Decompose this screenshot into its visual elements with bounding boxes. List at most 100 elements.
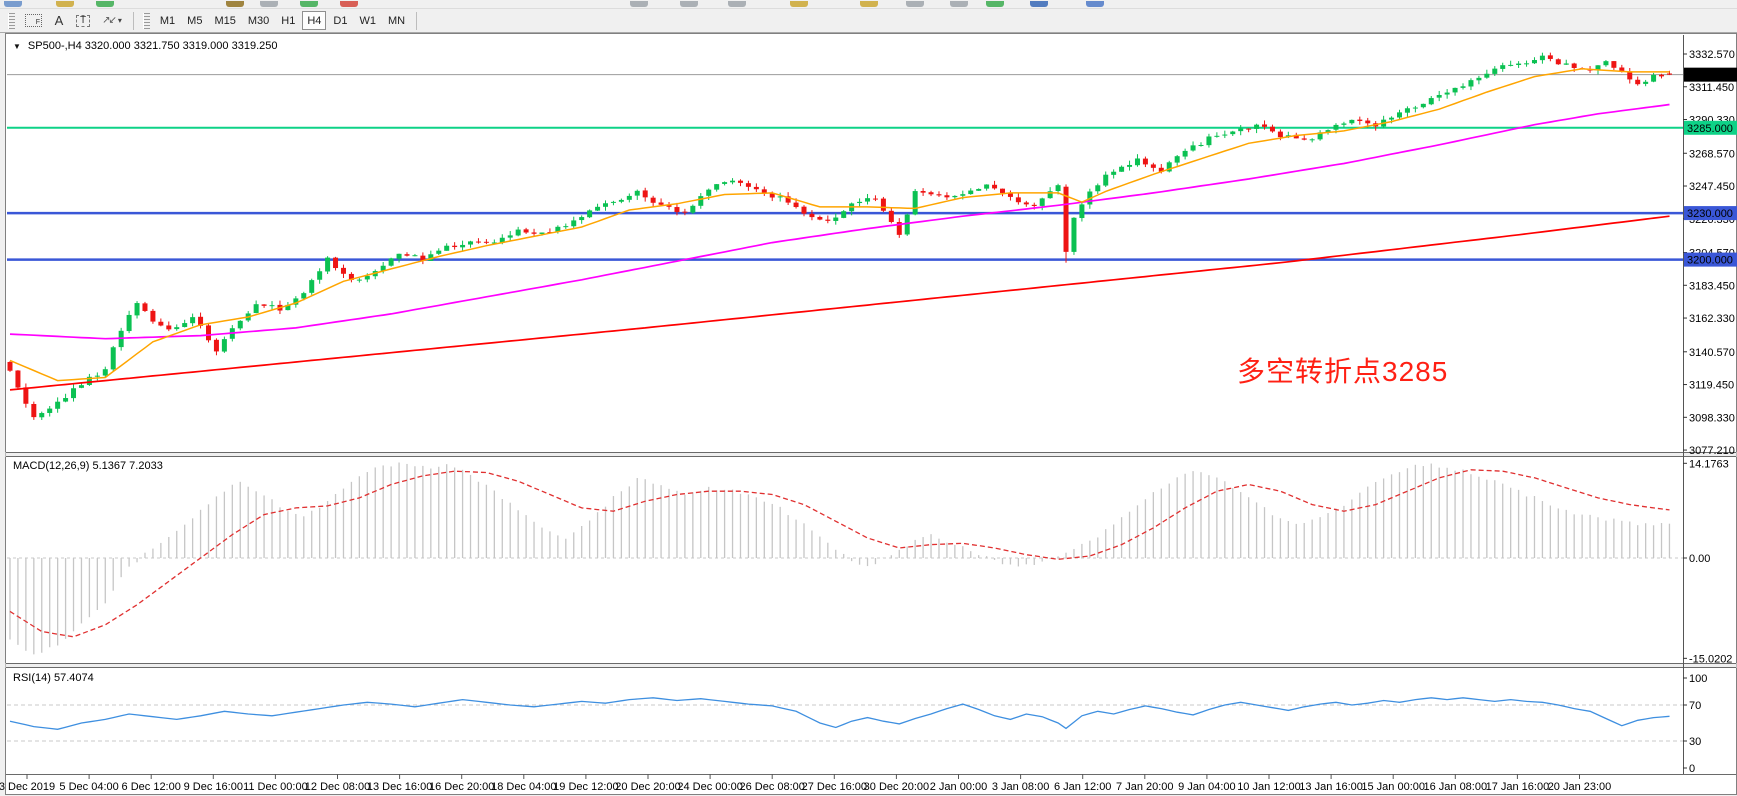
time-tick-label: 6 Jan 12:00 xyxy=(1054,781,1112,793)
price-tick-label: 3332.570 xyxy=(1689,49,1735,61)
text-label-tool-button[interactable]: A xyxy=(49,11,69,30)
collapse-chart-icon[interactable]: ▼ xyxy=(13,41,21,51)
price-badge-3200.000 xyxy=(1684,252,1737,267)
time-tick-label: 12 Dec 08:00 xyxy=(305,781,370,793)
time-tick-label: 27 Dec 16:00 xyxy=(802,781,867,793)
toolbar-separator xyxy=(416,11,418,30)
arrow-objects-icon: ↗↙ xyxy=(102,14,117,26)
time-tick-label: 13 Dec 16:00 xyxy=(367,781,432,793)
clipped-toolbar-icon[interactable] xyxy=(906,1,924,7)
time-tick-label: 24 Dec 00:00 xyxy=(677,781,742,793)
ma-mid-magenta xyxy=(9,103,1670,340)
macd-indicator-label: MACD(12,26,9) 5.1367 7.2033 xyxy=(13,460,163,472)
tf-button-H1[interactable]: H1 xyxy=(281,14,296,27)
time-tick-label: 16 Dec 20:00 xyxy=(429,781,494,793)
text-box-icon: T xyxy=(76,14,91,27)
macd-histogram xyxy=(9,462,1671,655)
time-tick-label: 18 Dec 04:00 xyxy=(491,781,556,793)
clipped-toolbar-icon[interactable] xyxy=(260,1,278,7)
price-tick-label: 3311.450 xyxy=(1689,82,1734,94)
timeframe-button-group: M1 M5 M15 M30 H1 H4 D1 W1 MN xyxy=(154,11,411,30)
price-tick-label: 3098.330 xyxy=(1689,412,1735,424)
price-badge-3200.000-text: 3200.000 xyxy=(1687,255,1733,267)
time-tick-label: 3 Dec 2019 xyxy=(0,781,55,793)
time-tick-label: 9 Jan 04:00 xyxy=(1178,781,1236,793)
time-tick-label: 10 Jan 12:00 xyxy=(1237,781,1301,793)
price-tick-label: 3077.210 xyxy=(1689,445,1735,457)
current-price-badge xyxy=(1684,67,1737,82)
clipped-toolbar-icon[interactable] xyxy=(96,1,114,7)
clipped-toolbar-icon[interactable] xyxy=(986,1,1004,7)
time-tick-label: 26 Dec 08:00 xyxy=(739,781,804,793)
price-tick-label: 3183.450 xyxy=(1689,280,1735,292)
price-tick-label: 3268.570 xyxy=(1689,148,1735,160)
time-tick-label: 5 Dec 04:00 xyxy=(59,781,118,793)
tf-button-M1[interactable]: M1 xyxy=(159,14,176,27)
time-tick-label: 16 Jan 08:00 xyxy=(1423,781,1487,793)
tf-button-D1[interactable]: D1 xyxy=(333,14,348,27)
clipped-toolbar-icon[interactable] xyxy=(1030,1,1048,7)
toolbar-separator xyxy=(132,11,134,30)
time-tick-label: 15 Jan 00:00 xyxy=(1361,781,1425,793)
toolbar: F A T ↗↙ ▾ M1 M5 M15 M30 H1 H4 D1 W1 MN xyxy=(0,0,1737,33)
text-label-icon: A xyxy=(54,13,64,28)
chart-header: ▼ SP500-,H4 3320.000 3321.750 3319.000 3… xyxy=(13,40,277,52)
time-tick-label: 3 Jan 08:00 xyxy=(992,781,1050,793)
tf-button-H4[interactable]: H4 xyxy=(302,11,327,30)
rsi-tick-label: 100 xyxy=(1689,673,1707,685)
time-tick-label: 7 Jan 20:00 xyxy=(1116,781,1174,793)
clipped-toolbar-icon[interactable] xyxy=(56,1,74,7)
time-axis[interactable]: 3 Dec 2019 5 Dec 04:00 6 Dec 12:00 9 Dec 16… xyxy=(0,774,1611,793)
chart-annotation-text: 多空转折点3285 xyxy=(1237,356,1449,387)
price-badge-3230.000-text: 3230.000 xyxy=(1687,208,1733,220)
tf-button-M30[interactable]: M30 xyxy=(247,14,270,27)
price-tick-label: 3247.450 xyxy=(1689,181,1735,193)
price-tick-label: 3162.330 xyxy=(1689,313,1735,325)
macd-signal-line xyxy=(9,469,1670,638)
time-tick-label: 20 Jan 23:00 xyxy=(1548,781,1612,793)
macd-tick-label: -15.0202 xyxy=(1689,653,1732,665)
tf-button-M5[interactable]: M5 xyxy=(187,14,203,27)
price-badge-3230.000 xyxy=(1684,206,1737,221)
clipped-toolbar-icon[interactable] xyxy=(4,1,22,7)
text-box-tool-button[interactable]: T xyxy=(71,11,95,30)
arrow-objects-tool-button[interactable]: ↗↙ ▾ xyxy=(97,11,127,30)
time-tick-label: 11 Dec 00:00 xyxy=(243,781,308,793)
toolbar-main-row: F A T ↗↙ ▾ M1 M5 M15 M30 H1 H4 D1 W1 MN xyxy=(0,9,1737,32)
price-tick-label: 3119.450 xyxy=(1689,380,1734,392)
time-tick-label: 13 Jan 16:00 xyxy=(1299,781,1363,793)
current-price-badge-text: 3319.250 xyxy=(1687,70,1733,82)
crosshair-grid-icon: F xyxy=(25,14,42,27)
clipped-toolbar-icon[interactable] xyxy=(728,1,746,7)
chart-window xyxy=(5,33,1737,795)
clipped-toolbar-icon[interactable] xyxy=(680,1,698,7)
ma-slow-red xyxy=(9,215,1670,391)
time-tick-label: 9 Dec 16:00 xyxy=(184,781,243,793)
crosshair-grid-tool-button[interactable]: F xyxy=(20,11,47,30)
clipped-toolbar-icon[interactable] xyxy=(300,1,318,7)
clipped-toolbar-icon[interactable] xyxy=(340,1,358,7)
ma-fast-orange xyxy=(9,68,1670,382)
macd-tick-label: 0.00 xyxy=(1689,553,1710,565)
tf-button-M15[interactable]: M15 xyxy=(214,14,236,27)
tf-button-W1[interactable]: W1 xyxy=(359,14,376,27)
rsi-tick-label: 30 xyxy=(1689,736,1701,748)
price-badge-3285.000-text: 3285.000 xyxy=(1687,123,1733,135)
timeframe-group-grip[interactable] xyxy=(142,12,150,29)
clipped-toolbar-icon[interactable] xyxy=(226,1,244,7)
time-tick-label: 19 Dec 12:00 xyxy=(553,781,618,793)
clipped-toolbar-icon[interactable] xyxy=(860,1,878,7)
candles-layer xyxy=(7,52,1672,420)
clipped-toolbar-icon[interactable] xyxy=(950,1,968,7)
toolbar-drag-grip[interactable] xyxy=(8,12,15,29)
rsi-line xyxy=(9,697,1670,730)
clipped-toolbar-icon[interactable] xyxy=(1086,1,1104,7)
time-tick-label: 6 Dec 12:00 xyxy=(122,781,181,793)
clipped-toolbar-icon[interactable] xyxy=(790,1,808,7)
rsi-indicator-label: RSI(14) 57.4074 xyxy=(13,672,94,684)
tf-button-MN[interactable]: MN xyxy=(387,14,406,27)
rsi-tick-label: 0 xyxy=(1689,763,1695,775)
time-tick-label: 30 Dec 20:00 xyxy=(864,781,929,793)
clipped-toolbar-icon[interactable] xyxy=(630,1,648,7)
